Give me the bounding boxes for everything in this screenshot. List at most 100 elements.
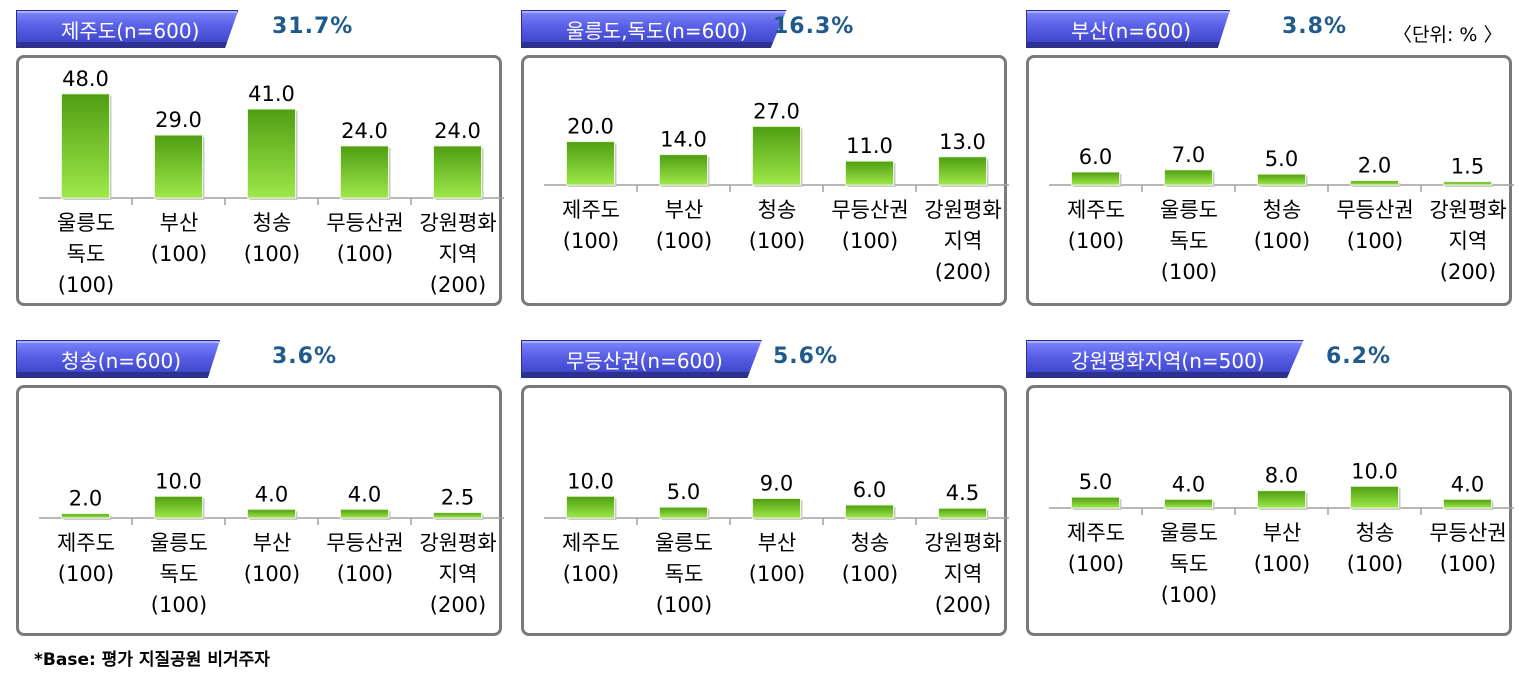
bar [659, 506, 708, 519]
category-label-line: (100) [1160, 583, 1218, 607]
category-label-line: 부산 [664, 198, 704, 222]
chart-panel: 제주도(n=600) 31.7% 48.0 29.0 41.0 24.0 24.0 울릉도 독도… [16, 10, 505, 328]
bar [752, 125, 801, 186]
category-label-line: 부산 [757, 531, 797, 555]
category-label: 울릉도 독도 (100) [1142, 518, 1236, 611]
category-label-line: 지역 [438, 242, 478, 266]
chart-title: 청송(n=600) [16, 340, 221, 378]
category-label: 제주도 (100) [1049, 195, 1143, 257]
bar-value-label: 24.0 [341, 119, 388, 143]
category-label-line: (100) [562, 229, 620, 253]
category-label-line: 강원평화 [1429, 198, 1507, 222]
category-label: 제주도 (100) [1049, 518, 1143, 580]
category-label-line: 지역 [943, 562, 983, 586]
category-label-line: 제주도 [57, 531, 115, 555]
chart-highlight-percent: 3.6% [272, 344, 338, 369]
category-label-line: 울릉도 [655, 531, 713, 555]
category-label: 강원평화 지역 (200) [916, 528, 1010, 621]
bar-value-label: 20.0 [567, 115, 614, 139]
category-label: 청송 (100) [225, 208, 319, 270]
bar-value-label: 29.0 [155, 108, 202, 132]
category-label-line: (100) [748, 562, 806, 586]
bar-value-label: 9.0 [760, 471, 793, 495]
category-label: 청송 (100) [1235, 195, 1329, 257]
category-label-line: 무등산권 [326, 531, 404, 555]
category-label: 무등산권 (100) [318, 208, 412, 270]
bar-value-label: 48.0 [62, 67, 109, 91]
category-label: 강원평화 지역 (200) [411, 208, 505, 301]
category-label: 부산 (100) [225, 528, 319, 590]
bar [1443, 181, 1492, 186]
bar [247, 108, 296, 199]
category-label-line: (100) [243, 242, 301, 266]
category-label-line: 무등산권 [831, 198, 909, 222]
category-label-line: 청송 [1355, 521, 1395, 545]
category-label-line: 부산 [1262, 521, 1302, 545]
category-label: 제주도 (100) [544, 195, 638, 257]
category-label: 울릉도 독도 (100) [1142, 195, 1236, 288]
bar [1257, 173, 1306, 186]
category-label: 부산 (100) [132, 208, 226, 270]
bar-value-label: 4.0 [1451, 472, 1484, 496]
bar-chart: 48.0 29.0 41.0 24.0 24.0 [39, 67, 504, 205]
category-label-line: (200) [934, 593, 992, 617]
category-label-line: (100) [748, 229, 806, 253]
chart-panel: 무등산권(n=600) 5.6% 10.0 5.0 9.0 6.0 4.5 제주도 (100) 울… [521, 340, 1010, 658]
category-label-line: (100) [57, 562, 115, 586]
bar-value-label: 14.0 [660, 128, 707, 152]
chart-title: 부산(n=600) [1026, 10, 1231, 48]
bar [845, 504, 894, 519]
bar [566, 141, 615, 186]
category-label-line: (100) [1346, 229, 1404, 253]
bar [938, 156, 987, 186]
category-label-line: (100) [841, 562, 899, 586]
category-label-line: (100) [150, 593, 208, 617]
category-label-line: 지역 [438, 562, 478, 586]
bar-chart: 10.0 5.0 9.0 6.0 4.5 [544, 469, 1009, 525]
chart-frame: 48.0 29.0 41.0 24.0 24.0 울릉도 독도 (100) 부산 (100) 청송 (… [16, 55, 505, 306]
bar-value-label: 5.0 [1079, 470, 1112, 494]
category-label-line: 무등산권 [1429, 521, 1507, 545]
bar-value-label: 13.0 [939, 130, 986, 154]
category-label-line: (100) [336, 562, 394, 586]
category-label-line: (100) [1253, 552, 1311, 576]
category-label-line: (100) [841, 229, 899, 253]
category-label-line: 강원평화 [419, 211, 497, 235]
bar-value-label: 5.0 [667, 480, 700, 504]
bar [340, 145, 389, 199]
bar [1071, 171, 1120, 186]
category-label-line: 강원평화 [924, 198, 1002, 222]
unit-note: 〈단위: % 〉 [1393, 24, 1503, 46]
category-label: 부산 (100) [637, 195, 731, 257]
chart-frame: 5.0 4.0 8.0 10.0 4.0 제주도 (100) 울릉도 독도 (100) 부산 (100… [1026, 385, 1514, 636]
bar [752, 497, 801, 519]
category-label-line: (100) [655, 593, 713, 617]
category-label-line: 울릉도 [1160, 198, 1218, 222]
bar [1443, 498, 1492, 509]
bar [433, 512, 482, 519]
category-label-line: (100) [1346, 552, 1404, 576]
category-label-line: 무등산권 [1336, 198, 1414, 222]
bar [1164, 498, 1213, 509]
bar-value-label: 4.0 [255, 482, 288, 506]
bar-value-label: 11.0 [846, 134, 893, 158]
bar [1350, 180, 1399, 186]
bar-chart: 2.0 10.0 4.0 4.0 2.5 [39, 469, 504, 525]
category-label: 강원평화 지역 (200) [1421, 195, 1515, 288]
chart-highlight-percent: 6.2% [1326, 344, 1392, 369]
category-label: 부산 (100) [1235, 518, 1329, 580]
bar-value-label: 2.0 [1358, 154, 1391, 178]
bar [1257, 490, 1306, 509]
category-label-line: 제주도 [562, 531, 620, 555]
bar-value-label: 4.0 [348, 482, 381, 506]
bar-chart: 5.0 4.0 8.0 10.0 4.0 [1049, 459, 1514, 515]
category-label: 울릉도 독도 (100) [132, 528, 226, 621]
category-label: 청송 (100) [1328, 518, 1422, 580]
bar [433, 145, 482, 199]
category-label: 부산 (100) [730, 528, 824, 590]
bar-value-label: 41.0 [248, 82, 295, 106]
category-label-line: 독도 [1169, 552, 1209, 576]
chart-title: 무등산권(n=600) [521, 340, 762, 378]
chart-highlight-percent: 5.6% [773, 344, 839, 369]
category-label-line: (100) [1253, 229, 1311, 253]
